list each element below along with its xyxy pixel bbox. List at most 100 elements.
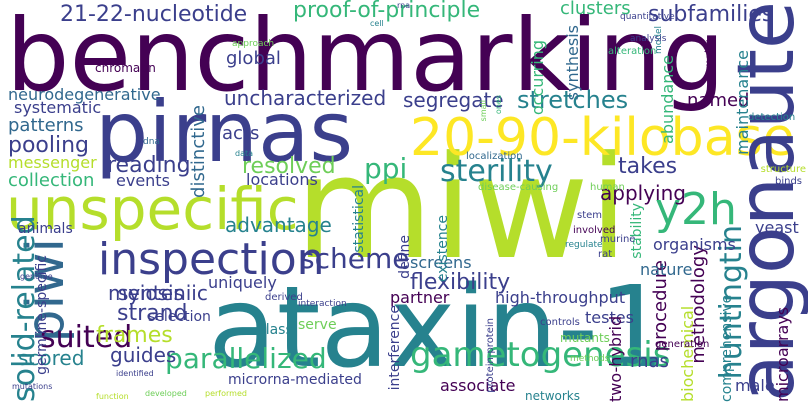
- word-ones: ones: [494, 95, 503, 115]
- word-biochemical: biochemical: [678, 305, 697, 402]
- word-testes: testes: [585, 308, 634, 327]
- word-mutants: mutants: [560, 331, 610, 345]
- word-benchmarking: benchmarking: [6, 0, 726, 114]
- word-stability: stability: [629, 203, 645, 259]
- word-unspecific: unspecific: [6, 175, 299, 243]
- word-subfamilies: subfamilies: [648, 2, 774, 27]
- word-microarrays: microarrays: [773, 306, 792, 402]
- word-guides: guides: [110, 343, 177, 367]
- word-nature: nature: [640, 260, 693, 279]
- word-clusters: clusters: [560, 0, 631, 19]
- word-dna: dna: [143, 137, 160, 147]
- word-associate: associate: [440, 376, 516, 395]
- word-21-22-nucleotide: 21-22-nucleotide: [60, 2, 248, 27]
- word-selection: selection: [148, 309, 211, 325]
- word-sterility: sterility: [440, 154, 553, 189]
- word-neurodegenerative: neurodegenerative: [8, 85, 161, 104]
- word-rat: rat: [598, 249, 613, 260]
- word-methods: methods: [570, 354, 610, 364]
- word-applying: applying: [600, 181, 686, 205]
- word-collection: collection: [8, 170, 95, 191]
- word-scheme: scheme: [300, 242, 410, 275]
- word-screens: screens: [410, 253, 472, 272]
- word-statistical: statistical: [351, 185, 367, 253]
- word-microrna-mediated: microrna-mediated: [228, 372, 362, 388]
- word-data: data: [235, 149, 254, 158]
- word-ppi: ppi: [364, 152, 408, 185]
- word-mutations: mutations: [12, 382, 53, 391]
- word-rna: rna: [397, 1, 411, 10]
- word-murine: murine: [600, 234, 636, 245]
- word-uncharacterized: uncharacterized: [224, 86, 387, 110]
- word-flexibility: flexibility: [410, 270, 511, 295]
- word-existence: existence: [435, 215, 451, 283]
- word-occurring: occurring: [528, 40, 547, 116]
- word-small: small: [479, 100, 488, 122]
- word-interaction: interaction: [298, 299, 347, 309]
- word-interference: interference: [387, 305, 403, 391]
- word-approach: approach: [232, 39, 275, 49]
- word-analysis: analysis: [630, 34, 667, 44]
- word-synthesis: synthesis: [563, 25, 582, 101]
- word-scored: scored: [18, 346, 85, 370]
- word-alteration: alteration: [608, 46, 657, 57]
- word-localization: localization: [466, 151, 523, 162]
- word-identified: identified: [116, 369, 154, 378]
- word-male: male: [735, 376, 775, 395]
- word-inspection: inspection: [98, 234, 325, 285]
- word-frames: frames: [96, 323, 173, 348]
- word-takes: takes: [618, 154, 678, 179]
- word-stretches: stretches: [517, 86, 629, 114]
- word-networks: networks: [525, 389, 580, 403]
- word-gametogenesis: gametogenesis: [410, 335, 671, 375]
- word-global: global: [226, 48, 281, 69]
- word-partner: partner: [390, 288, 450, 307]
- word-pooling: pooling: [8, 133, 90, 158]
- word-y2h: y2h: [655, 184, 737, 235]
- word-proof-of-principle: proof-of-principle: [293, 0, 481, 23]
- word-meiosis: meiosis: [108, 281, 184, 305]
- word-ataxin-1: ataxin-1: [208, 263, 670, 393]
- word-patterns: patterns: [8, 115, 84, 136]
- word-serve: serve: [298, 317, 337, 333]
- word-define: define: [397, 235, 413, 279]
- word-acts: acts: [222, 123, 260, 144]
- word-genome: genome: [20, 272, 53, 281]
- word-animals: animals: [18, 221, 73, 237]
- word-detection: detection: [748, 112, 796, 123]
- word-strand: strand: [117, 301, 188, 326]
- word-pirnas: pirnas: [95, 83, 354, 181]
- word-generation: generation: [655, 339, 710, 350]
- word-abundance: abundance: [658, 55, 677, 144]
- word-chromatin: chromatin: [95, 61, 156, 75]
- word-structure: structure: [760, 164, 806, 175]
- word-suited: suited: [40, 320, 133, 355]
- word-yeast: yeast: [755, 218, 799, 237]
- word-systematic: systematic: [14, 98, 102, 117]
- word-20-90-kilobase: 20-90-kilobase: [410, 108, 795, 168]
- word-class: class: [258, 322, 293, 338]
- word-high-throughput: high-throughput: [495, 288, 626, 307]
- word-messenger: messenger: [8, 153, 97, 172]
- word-involved: involved: [573, 225, 616, 236]
- word-reading: reading: [107, 153, 191, 178]
- word-synteniic: synteniic: [118, 281, 208, 305]
- word-controls: controls: [540, 317, 580, 328]
- word-cell: cell: [370, 19, 384, 28]
- word-rnas: rnas: [630, 351, 669, 372]
- word-maintenance: maintenance: [733, 50, 752, 155]
- word-events: events: [116, 171, 170, 190]
- word-uniquely: uniquely: [208, 273, 277, 292]
- word-disease-causing: disease-causing: [478, 182, 559, 193]
- word-human: human: [590, 182, 625, 193]
- word-performed: performed: [205, 389, 247, 398]
- word-binds: binds: [775, 176, 803, 187]
- word-comprehensive: comprehensive: [719, 294, 735, 402]
- word-protein-protein: protein-protein: [485, 318, 496, 393]
- word-named: named: [687, 90, 750, 111]
- word-locations: locations: [246, 170, 318, 189]
- word-miwi: miwi: [295, 126, 629, 291]
- word-stem: stem: [577, 210, 603, 221]
- word-two-hybrid: two-hybrid: [606, 315, 625, 402]
